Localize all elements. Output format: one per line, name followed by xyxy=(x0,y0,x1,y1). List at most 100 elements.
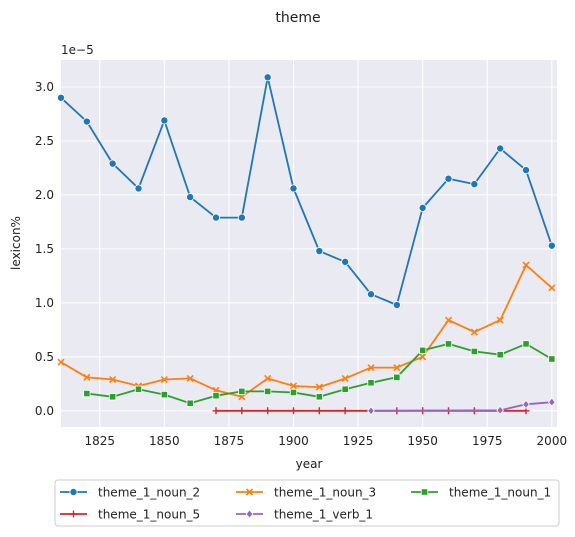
data-point xyxy=(186,374,194,382)
legend-label: theme_1_noun_2 xyxy=(98,486,200,500)
data-point xyxy=(496,316,504,324)
legend-item: theme_1_noun_1 xyxy=(411,486,551,500)
legend: theme_1_noun_2 theme_1_noun_3 theme_1_noun… xyxy=(54,479,560,527)
data-point xyxy=(289,184,298,193)
data-point xyxy=(548,397,556,407)
y-scale-label: 1e−5 xyxy=(61,43,94,57)
series-group xyxy=(57,73,556,416)
x-axis: 1825 1850 1875 1900 1925 1950 1975 2000 xyxy=(84,434,567,448)
series-theme_1_noun_2 xyxy=(57,73,556,310)
series-line xyxy=(370,401,552,412)
x-tick-label: 2000 xyxy=(537,434,568,448)
data-point xyxy=(160,375,168,384)
data-point xyxy=(496,144,505,153)
data-point xyxy=(69,487,78,496)
data-point xyxy=(341,407,349,415)
y-axis-label: lexicon% xyxy=(9,216,23,270)
data-point xyxy=(522,340,530,348)
data-point xyxy=(496,405,504,415)
data-point xyxy=(470,347,478,356)
data-point xyxy=(186,399,194,407)
y-tick-label: 0.0 xyxy=(35,404,54,418)
data-point xyxy=(57,358,65,366)
series-line xyxy=(60,76,553,306)
data-point xyxy=(289,382,298,390)
data-point xyxy=(522,166,531,175)
data-point xyxy=(392,301,401,310)
data-point xyxy=(245,488,254,496)
data-point xyxy=(367,364,375,372)
data-point xyxy=(315,383,323,391)
data-point xyxy=(496,351,504,359)
data-point xyxy=(109,375,117,384)
data-point xyxy=(522,261,530,269)
data-point xyxy=(548,284,556,292)
data-point xyxy=(134,385,143,393)
data-point xyxy=(470,328,478,336)
y-tick-label: 1.5 xyxy=(35,242,54,256)
grid xyxy=(61,60,557,427)
data-point xyxy=(237,213,246,222)
x-tick-label: 1825 xyxy=(84,434,115,448)
data-point xyxy=(82,117,91,126)
data-point xyxy=(393,373,401,381)
data-point xyxy=(108,159,117,168)
x-tick-label: 1875 xyxy=(214,434,245,448)
data-point xyxy=(522,399,530,409)
chart-title: theme xyxy=(275,10,320,26)
data-point xyxy=(186,193,195,202)
data-point xyxy=(315,247,324,256)
data-point xyxy=(263,73,272,82)
data-point xyxy=(341,385,349,393)
data-point xyxy=(212,407,220,415)
legend-item: theme_1_noun_2 xyxy=(60,486,200,500)
data-point xyxy=(83,373,91,381)
data-point xyxy=(245,509,254,519)
data-point xyxy=(160,116,169,125)
series-theme_1_noun_1 xyxy=(83,340,556,407)
data-point xyxy=(315,393,323,401)
data-point xyxy=(393,364,401,372)
x-axis-label: year xyxy=(296,457,323,471)
data-point xyxy=(419,346,427,354)
data-point xyxy=(548,355,556,363)
x-tick-label: 1925 xyxy=(343,434,374,448)
y-tick-label: 2.5 xyxy=(35,134,54,148)
y-tick-label: 0.5 xyxy=(35,350,54,364)
series-theme_1_verb_1 xyxy=(367,397,556,416)
data-point xyxy=(341,257,350,266)
y-axis: 0.0 0.5 1.0 1.5 2.0 2.5 3.0 xyxy=(35,80,54,418)
data-point xyxy=(444,316,453,324)
legend-label: theme_1_noun_3 xyxy=(274,486,376,500)
data-point xyxy=(547,241,556,250)
legend-label: theme_1_verb_1 xyxy=(274,508,373,522)
x-tick-label: 1950 xyxy=(407,434,438,448)
legend-item: theme_1_noun_3 xyxy=(236,486,376,500)
data-point xyxy=(470,180,479,189)
data-point xyxy=(211,213,220,222)
data-point xyxy=(160,391,168,399)
y-tick-label: 3.0 xyxy=(35,80,54,94)
data-point xyxy=(419,353,427,361)
data-point xyxy=(341,374,349,382)
legend-item: theme_1_noun_5 xyxy=(60,508,200,522)
x-tick-label: 1975 xyxy=(472,434,503,448)
data-point xyxy=(444,174,453,183)
data-point xyxy=(418,203,427,212)
data-point xyxy=(134,184,143,193)
data-point xyxy=(264,374,272,382)
data-point xyxy=(57,93,66,102)
x-tick-label: 1900 xyxy=(278,434,309,448)
data-point xyxy=(264,407,272,415)
data-point xyxy=(83,389,91,398)
data-point xyxy=(70,510,77,518)
data-point xyxy=(367,379,375,387)
data-point xyxy=(264,387,272,395)
data-point xyxy=(290,407,297,415)
legend-label: theme_1_noun_5 xyxy=(98,508,200,522)
legend-label: theme_1_noun_1 xyxy=(449,486,551,500)
legend-item: theme_1_verb_1 xyxy=(236,508,373,522)
series-line xyxy=(60,264,553,398)
data-point xyxy=(444,340,453,348)
